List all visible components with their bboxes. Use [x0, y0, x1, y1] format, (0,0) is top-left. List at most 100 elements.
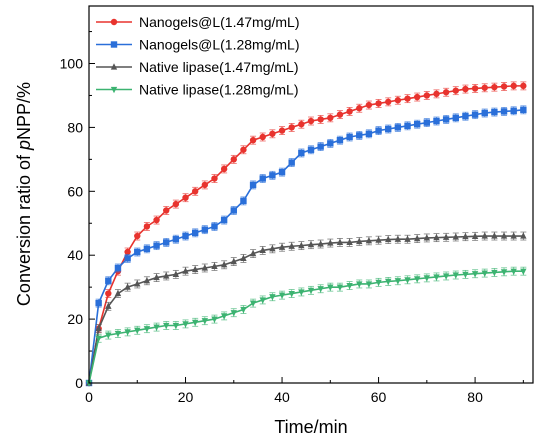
- data-point: [307, 146, 315, 153]
- data-point: [288, 159, 295, 166]
- y-tick-label: 40: [67, 247, 83, 263]
- x-tick-label: 60: [371, 389, 387, 405]
- data-point: [491, 83, 498, 91]
- data-point: [182, 232, 189, 240]
- data-point: [433, 90, 440, 98]
- y-axis-label-italic-p: p: [14, 140, 34, 151]
- data-point: [240, 197, 247, 205]
- data-point: [249, 136, 257, 144]
- data-point: [278, 127, 286, 134]
- data-point: [143, 223, 151, 230]
- data-point: [220, 216, 228, 224]
- data-point: [500, 232, 508, 239]
- data-point: [404, 277, 411, 284]
- data-point: [201, 226, 209, 233]
- data-point: [95, 299, 102, 307]
- data-point: [211, 316, 218, 323]
- data-point: [153, 324, 160, 331]
- data-point: [288, 124, 295, 131]
- data-point: [452, 272, 459, 279]
- data-point: [452, 114, 459, 122]
- series-4: [85, 266, 527, 387]
- y-tick-label: 20: [67, 311, 83, 327]
- data-point: [191, 188, 199, 195]
- data-point: [462, 232, 469, 240]
- data-point: [452, 87, 459, 94]
- data-point: [153, 242, 160, 249]
- data-point: [124, 329, 131, 336]
- data-point: [520, 106, 527, 114]
- plot-frame: [88, 5, 534, 384]
- data-point: [317, 143, 324, 150]
- data-point: [182, 194, 189, 201]
- data-point: [95, 335, 102, 343]
- data-point: [201, 318, 209, 325]
- data-point: [172, 322, 180, 330]
- data-point: [510, 107, 517, 114]
- data-point: [163, 322, 170, 330]
- data-point: [191, 265, 199, 273]
- data-point: [230, 207, 237, 214]
- x-axis-label: Time/min: [274, 417, 347, 437]
- data-point: [356, 281, 363, 288]
- data-point: [124, 248, 131, 256]
- data-point: [278, 292, 286, 299]
- y-tick-label: 80: [67, 119, 83, 135]
- series-line: [88, 270, 524, 384]
- legend-item: Nanogels@L(1.28mg/mL): [96, 37, 300, 53]
- data-point: [307, 117, 315, 125]
- data-point: [278, 168, 286, 176]
- data-point: [278, 243, 286, 250]
- data-point: [365, 237, 373, 244]
- data-point: [336, 284, 344, 291]
- data-point: [327, 114, 334, 122]
- data-point: [105, 277, 112, 284]
- data-point: [481, 109, 488, 117]
- data-point: [423, 92, 431, 99]
- data-point: [336, 238, 344, 246]
- series-3: [85, 231, 527, 386]
- data-point: [413, 93, 421, 101]
- series-layer: [85, 81, 527, 387]
- data-point: [298, 149, 305, 157]
- data-point: [307, 287, 315, 295]
- data-point: [182, 267, 189, 274]
- data-point: [220, 313, 228, 320]
- data-point: [259, 175, 266, 182]
- x-tick-label: 20: [178, 389, 194, 405]
- data-point: [452, 233, 459, 240]
- data-point: [249, 300, 257, 307]
- y-axis-label-part-1: Conversion ratio of: [14, 150, 34, 306]
- data-point: [134, 232, 141, 240]
- series-1: [85, 81, 527, 387]
- data-point: [500, 269, 508, 276]
- legend-item: Native lipase(1.28mg/mL): [96, 82, 299, 98]
- data-point: [385, 98, 392, 106]
- data-point: [163, 272, 170, 279]
- data-point: [491, 232, 498, 239]
- data-point: [365, 281, 373, 288]
- data-point: [143, 276, 151, 284]
- data-point: [385, 235, 392, 243]
- data-point: [471, 111, 479, 118]
- data-point: [95, 324, 102, 332]
- data-point: [230, 156, 237, 163]
- data-point: [442, 233, 450, 240]
- data-point: [394, 124, 402, 131]
- legend: Nanogels@L(1.47mg/mL) Nanogels@L(1.28mg/m…: [96, 14, 300, 98]
- data-point: [134, 327, 141, 335]
- data-point: [491, 108, 498, 116]
- y-tick-label: 100: [60, 56, 84, 72]
- data-point: [471, 232, 479, 239]
- y-axis-label: Conversion ratio of pNPP/%: [14, 82, 34, 306]
- data-point: [220, 260, 228, 268]
- data-point: [500, 83, 508, 90]
- data-point: [375, 127, 382, 134]
- data-point: [269, 172, 276, 179]
- data-point: [327, 284, 334, 291]
- data-point: [211, 262, 218, 269]
- data-point: [114, 289, 122, 297]
- data-point: [375, 279, 382, 287]
- legend-marker: [110, 41, 118, 48]
